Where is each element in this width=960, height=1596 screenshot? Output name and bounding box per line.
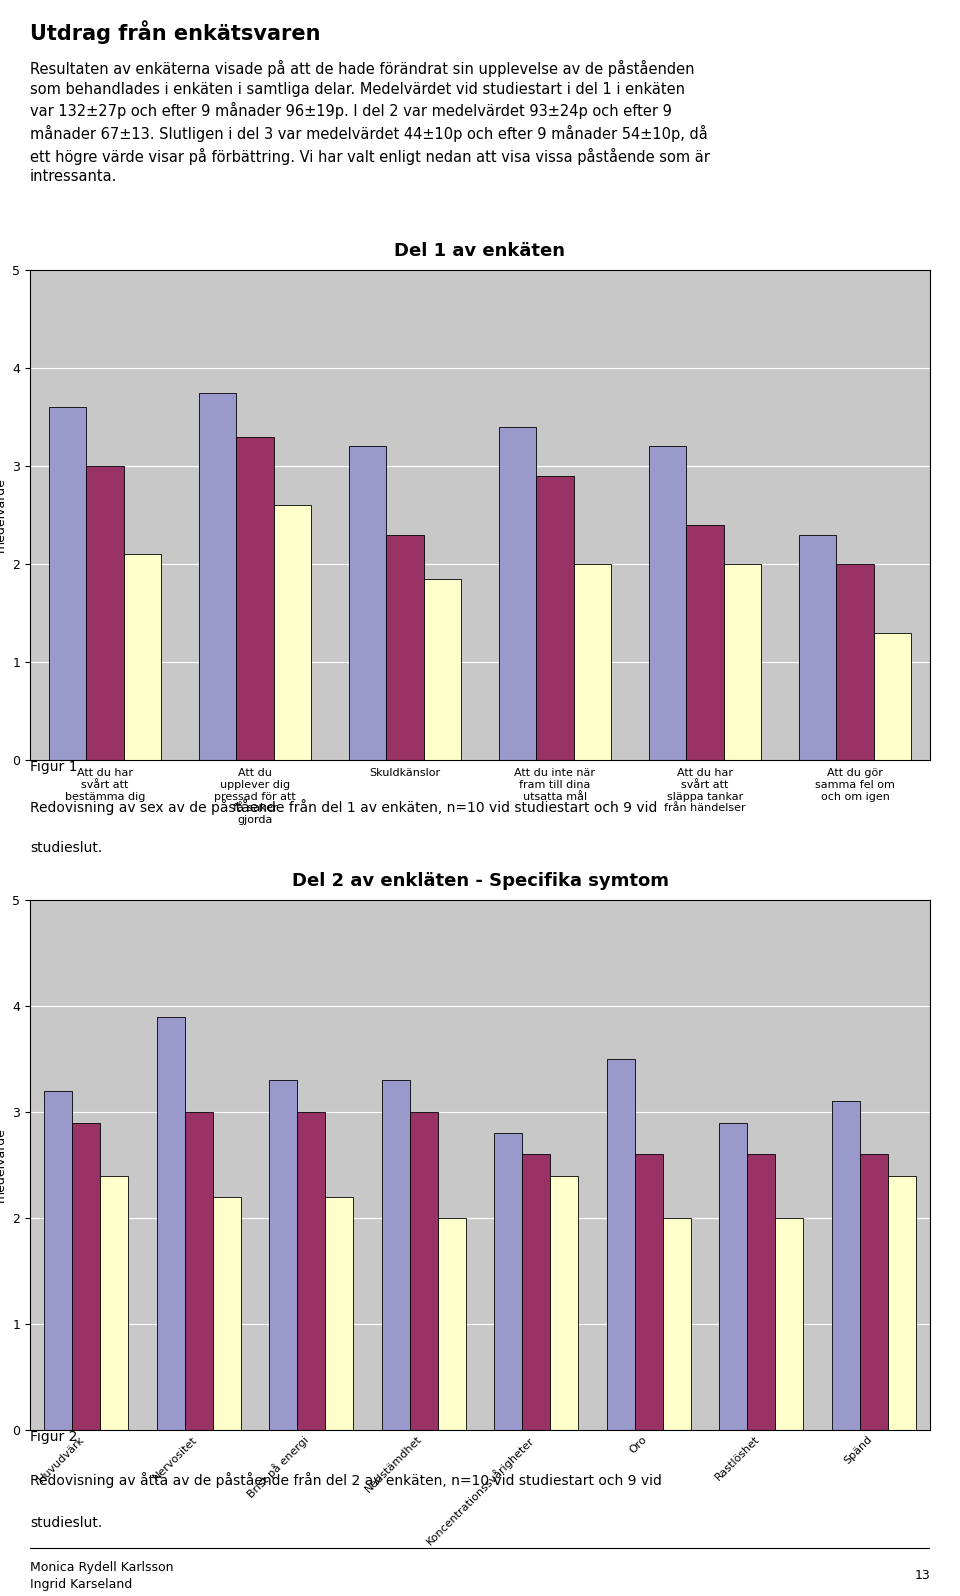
Text: Redovisning av sex av de påstående från del 1 av enkäten, n=10 vid studiestart o: Redovisning av sex av de påstående från …	[30, 800, 658, 816]
Bar	[686, 525, 724, 760]
Bar	[274, 506, 311, 760]
Bar	[49, 407, 86, 760]
Legend: baseline, 6 mån, 9 mån: baseline, 6 mån, 9 mån	[340, 1061, 620, 1087]
Text: studieslut.: studieslut.	[30, 841, 103, 855]
Bar	[860, 1154, 888, 1430]
Bar	[662, 1218, 691, 1430]
Bar	[537, 476, 574, 760]
Bar	[269, 1080, 298, 1430]
Bar	[86, 466, 124, 760]
Text: studieslut.: studieslut.	[30, 1516, 103, 1531]
Text: 13: 13	[914, 1569, 930, 1582]
Bar	[836, 563, 874, 760]
Bar	[719, 1122, 747, 1430]
Bar	[386, 535, 423, 760]
Bar	[874, 632, 911, 760]
Title: Del 1 av enkäten: Del 1 av enkäten	[395, 243, 565, 260]
Bar	[776, 1218, 804, 1430]
Bar	[724, 563, 761, 760]
Bar	[348, 447, 386, 760]
Bar	[213, 1197, 241, 1430]
Bar	[381, 1080, 410, 1430]
Bar	[156, 1017, 184, 1430]
Bar	[423, 579, 461, 760]
Bar	[494, 1133, 522, 1430]
Bar	[522, 1154, 550, 1430]
Bar	[888, 1176, 916, 1430]
Text: Utdrag från enkätsvaren: Utdrag från enkätsvaren	[30, 21, 321, 45]
Text: Figur 2: Figur 2	[30, 1430, 78, 1444]
Bar	[72, 1122, 100, 1430]
Text: Monica Rydell Karlsson
Ingrid Karseland: Monica Rydell Karlsson Ingrid Karseland	[30, 1561, 174, 1591]
Bar	[831, 1101, 860, 1430]
Bar	[124, 554, 161, 760]
Text: Resultaten av enkäterna visade på att de hade förändrat sin upplevelse av de pås: Resultaten av enkäterna visade på att de…	[30, 61, 709, 185]
Text: Figur 1: Figur 1	[30, 760, 78, 774]
Bar	[550, 1176, 579, 1430]
Bar	[100, 1176, 129, 1430]
Bar	[44, 1090, 72, 1430]
Bar	[574, 563, 612, 760]
Bar	[236, 437, 274, 760]
Y-axis label: medelvärde: medelvärde	[0, 477, 7, 552]
Bar	[649, 447, 686, 760]
Bar	[199, 393, 236, 760]
Title: Del 2 av enkläten - Specifika symtom: Del 2 av enkläten - Specifika symtom	[292, 871, 668, 891]
Bar	[799, 535, 836, 760]
Bar	[499, 426, 537, 760]
Bar	[325, 1197, 353, 1430]
Bar	[607, 1060, 635, 1430]
Bar	[635, 1154, 662, 1430]
Bar	[747, 1154, 776, 1430]
Y-axis label: medelvärde: medelvärde	[0, 1127, 7, 1202]
Bar	[298, 1112, 325, 1430]
Bar	[438, 1218, 466, 1430]
Bar	[184, 1112, 213, 1430]
Bar	[410, 1112, 438, 1430]
Text: Redovisning av åtta av de påstående från del 2 av enkäten, n=10 vid studiestart : Redovisning av åtta av de påstående från…	[30, 1472, 661, 1487]
